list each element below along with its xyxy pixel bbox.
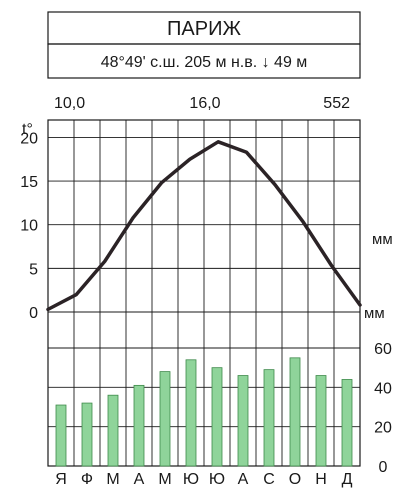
temperature-tick-label: 5	[29, 261, 38, 278]
month-label: М	[106, 471, 119, 488]
temperature-tick-label: 0	[29, 305, 38, 322]
precipitation-bar	[107, 394, 119, 467]
precipitation-tick-label: 0	[379, 459, 388, 476]
temperature-tick-label: 10	[20, 218, 38, 235]
chart-title: ПАРИЖ	[167, 18, 241, 40]
location-box	[47, 43, 361, 79]
annual-mean-temp: 10,0	[54, 95, 85, 112]
month-label: Н	[315, 471, 327, 488]
precip-unit-upper: мм	[372, 231, 393, 248]
precipitation-bar	[133, 384, 145, 467]
precipitation-bars	[55, 357, 353, 467]
precipitation-bar	[211, 367, 223, 467]
month-label: Ю	[183, 471, 199, 488]
temperature-tick-label: 20	[20, 130, 38, 147]
precipitation-bar	[315, 375, 327, 467]
location-line: 48°49' с.ш. 205 м н.в. ↓ 49 м	[101, 54, 308, 71]
precipitation-bar	[263, 369, 275, 467]
month-label: Д	[342, 471, 353, 488]
grid	[47, 119, 361, 467]
precipitation-bar	[159, 371, 171, 467]
annual-precipitation: 552	[323, 95, 350, 112]
precipitation-tick-label: 20	[374, 420, 392, 437]
precipitation-bar	[341, 379, 353, 467]
temperature-tick-label: 15	[20, 174, 38, 191]
precipitation-tick-label: 40	[374, 380, 392, 397]
month-label: Ф	[81, 471, 93, 488]
precipitation-bar	[237, 375, 249, 467]
annual-temp-range: 16,0	[189, 95, 220, 112]
temperature-line	[46, 140, 362, 312]
precipitation-bar	[81, 402, 93, 467]
precip-unit-lower: мм	[364, 305, 385, 322]
precipitation-bar	[289, 357, 301, 467]
temperature-series-line	[46, 140, 362, 312]
month-label: А	[238, 471, 249, 488]
month-label: А	[134, 471, 145, 488]
axis-ticks: 0 5 10 15 20 0 20 40 60	[20, 130, 392, 476]
month-label: Я	[55, 471, 67, 488]
precipitation-bar	[55, 404, 67, 467]
precipitation-tick-label: 60	[374, 341, 392, 358]
month-label: О	[289, 471, 301, 488]
month-label: М	[158, 471, 171, 488]
precipitation-bar	[185, 359, 197, 467]
month-label: С	[263, 471, 275, 488]
temperature-axis-label: t°	[22, 121, 33, 138]
month-label: Ю	[209, 471, 225, 488]
